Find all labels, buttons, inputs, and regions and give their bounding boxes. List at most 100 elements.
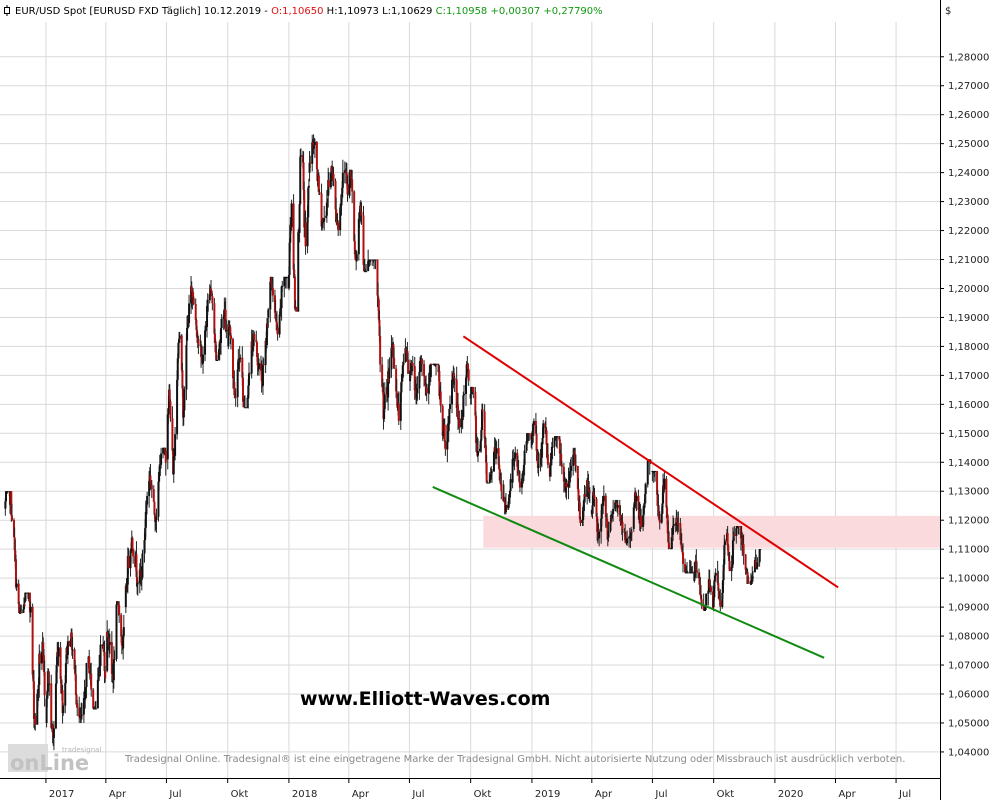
candle-body [453, 373, 456, 379]
candle-body [638, 509, 641, 514]
candle-body [85, 663, 88, 688]
header-bar: EUR/USD Spot [EURUSD FXD Täglich] 10.12.… [4, 5, 603, 17]
candle-body [443, 424, 446, 442]
candle-body [154, 514, 157, 523]
candle-body [520, 478, 523, 488]
candle-body [485, 462, 488, 483]
candle-body [4, 501, 7, 509]
candle-body [490, 472, 493, 477]
candle-body [271, 283, 274, 289]
candle-body [32, 674, 35, 682]
candle-body [315, 141, 318, 170]
candle-body [355, 254, 358, 261]
candle-body [741, 536, 744, 544]
candle-body [542, 423, 545, 439]
candle-body [698, 578, 701, 585]
candle-body [584, 494, 587, 497]
candle-body [192, 291, 195, 299]
candle-body [71, 649, 74, 651]
candle-body [70, 632, 73, 650]
candle-body [146, 495, 149, 505]
candle-body [518, 473, 521, 482]
candle-body [260, 370, 263, 381]
candle-body [164, 450, 167, 463]
candle-body [676, 522, 679, 524]
candle-body [460, 418, 463, 428]
candle-body [349, 170, 352, 176]
candle-body [208, 294, 211, 300]
candle-body [241, 377, 244, 402]
candle-body [383, 394, 386, 409]
candle-body [97, 672, 100, 680]
candle-body [517, 470, 520, 474]
candle-body [670, 536, 673, 549]
candle-body [415, 393, 418, 399]
candle-body [574, 465, 577, 467]
candle-body [350, 175, 353, 180]
candle-body [256, 357, 259, 366]
candle-body [712, 597, 715, 608]
candle-body [259, 363, 262, 371]
candle-body [64, 663, 67, 684]
candle-body [99, 644, 102, 666]
candle-body [308, 162, 311, 173]
candle-body [122, 627, 125, 636]
candle-body [399, 392, 402, 421]
candle-body [283, 276, 286, 287]
candle-body [248, 373, 251, 375]
candle-body [717, 583, 720, 591]
candle-body [732, 538, 735, 541]
candle-body [717, 590, 720, 597]
candle-body [699, 584, 702, 595]
y-tick-label: 1,20000 [948, 284, 989, 295]
candle-body [546, 454, 549, 465]
candle-body [339, 205, 342, 208]
candle-body [409, 370, 412, 372]
candle-body [136, 583, 139, 585]
candle-body [102, 644, 105, 653]
candle-body [700, 594, 703, 600]
candle-body [642, 508, 645, 516]
candle-body [34, 715, 37, 725]
candle-body [469, 394, 472, 399]
candle-body [307, 187, 310, 218]
candle-body [596, 516, 599, 532]
candle-body [381, 364, 384, 387]
candle-body [643, 503, 646, 509]
candle-body [24, 592, 27, 602]
candle-body [540, 444, 543, 458]
candle-body [423, 376, 426, 385]
candle-body [604, 495, 607, 518]
candle-body [400, 381, 403, 393]
candle-body [210, 288, 213, 291]
candle-body [662, 485, 665, 504]
candle-body [722, 564, 725, 581]
candle-body [467, 369, 470, 381]
candle-body [481, 409, 484, 412]
candle-body [150, 482, 153, 485]
candle-body [383, 408, 386, 420]
candle-body [206, 306, 209, 328]
candle-body [98, 665, 101, 667]
candle-body [321, 220, 324, 223]
candle-body [232, 339, 235, 379]
candle-body [516, 466, 519, 471]
candle-body [568, 472, 571, 481]
candle-body [182, 388, 185, 418]
candle-body [437, 365, 440, 371]
candle-body [275, 322, 278, 328]
candle-body [632, 507, 635, 529]
candle-body [143, 540, 146, 554]
candle-body [64, 683, 67, 706]
candle-body [262, 364, 265, 366]
y-tick-label: 1,13000 [948, 487, 989, 498]
candle-body [112, 659, 115, 681]
candle-body [111, 673, 114, 677]
candle-body [586, 480, 589, 485]
candle-body [110, 642, 113, 674]
candle-body [255, 339, 258, 343]
y-tick-label: 1,04000 [948, 747, 989, 758]
candle-body [38, 653, 41, 664]
candle-body [721, 580, 724, 593]
